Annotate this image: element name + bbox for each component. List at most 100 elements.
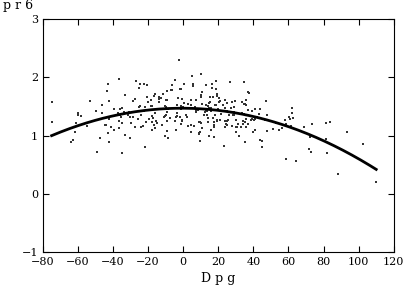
Point — [250, 118, 257, 123]
Point — [281, 122, 288, 126]
Point — [278, 126, 284, 131]
Point — [164, 129, 170, 134]
Point — [152, 119, 159, 124]
Point — [219, 102, 225, 107]
Point — [251, 116, 257, 121]
Point — [97, 135, 103, 140]
Point — [197, 93, 204, 97]
Point — [242, 119, 248, 124]
Point — [168, 83, 175, 88]
Point — [292, 159, 298, 164]
Point — [198, 72, 204, 77]
Point — [230, 112, 237, 117]
Point — [175, 58, 182, 62]
Point — [242, 103, 249, 108]
Point — [160, 115, 166, 119]
Point — [84, 124, 90, 128]
Point — [157, 106, 164, 111]
Point — [158, 122, 165, 127]
Point — [174, 96, 180, 101]
Point — [187, 123, 194, 128]
Point — [195, 107, 201, 112]
Point — [132, 96, 138, 101]
Point — [289, 116, 295, 120]
Point — [68, 139, 74, 144]
Point — [190, 82, 196, 86]
Point — [137, 113, 144, 118]
Point — [242, 102, 248, 106]
Point — [216, 118, 223, 123]
Point — [207, 105, 214, 110]
Point — [207, 94, 213, 99]
Point — [247, 118, 254, 123]
Point — [215, 96, 221, 100]
Point — [208, 86, 214, 91]
Point — [178, 97, 184, 101]
Point — [222, 101, 229, 105]
Point — [263, 129, 269, 133]
Point — [111, 128, 117, 133]
Point — [227, 106, 233, 110]
Point — [270, 127, 276, 132]
Point — [213, 119, 219, 124]
Point — [209, 94, 216, 99]
Point — [77, 114, 84, 118]
Point — [200, 112, 206, 117]
Point — [136, 81, 143, 86]
Point — [238, 100, 245, 104]
Point — [245, 91, 251, 95]
Point — [163, 89, 170, 94]
Point — [196, 120, 202, 125]
Point — [244, 90, 251, 94]
Point — [280, 123, 287, 127]
Point — [198, 126, 205, 130]
Point — [239, 121, 245, 126]
Point — [196, 139, 202, 143]
Point — [127, 121, 133, 125]
Point — [146, 117, 152, 121]
Point — [190, 124, 197, 128]
Y-axis label: p r 6: p r 6 — [3, 0, 33, 12]
Point — [229, 113, 236, 117]
Point — [288, 106, 295, 110]
Point — [225, 113, 231, 117]
Point — [135, 85, 142, 90]
Point — [180, 82, 187, 86]
Point — [212, 103, 218, 107]
Point — [115, 119, 122, 123]
Point — [161, 104, 168, 109]
Point — [126, 110, 132, 114]
Point — [163, 110, 170, 114]
Point — [179, 105, 186, 109]
Point — [177, 114, 183, 119]
Point — [168, 88, 174, 92]
Point — [106, 99, 112, 104]
Point — [162, 113, 169, 118]
Point — [261, 118, 268, 123]
Point — [157, 96, 164, 100]
Point — [150, 123, 157, 127]
Point — [221, 106, 228, 110]
Point — [185, 102, 191, 107]
Point — [231, 125, 238, 129]
Point — [142, 120, 149, 125]
Point — [210, 124, 216, 129]
Point — [216, 99, 223, 103]
Point — [188, 73, 195, 78]
Point — [152, 126, 158, 131]
Point — [147, 97, 153, 102]
Point — [187, 130, 193, 134]
Point — [149, 115, 156, 120]
Point — [129, 115, 135, 120]
Point — [216, 100, 222, 104]
Point — [223, 118, 230, 123]
Point — [248, 116, 254, 121]
Point — [173, 115, 179, 120]
Point — [143, 95, 150, 100]
Point — [285, 115, 292, 120]
Point — [238, 111, 244, 115]
Point — [159, 92, 166, 96]
Point — [101, 123, 108, 127]
Point — [107, 124, 114, 129]
Point — [185, 124, 191, 128]
